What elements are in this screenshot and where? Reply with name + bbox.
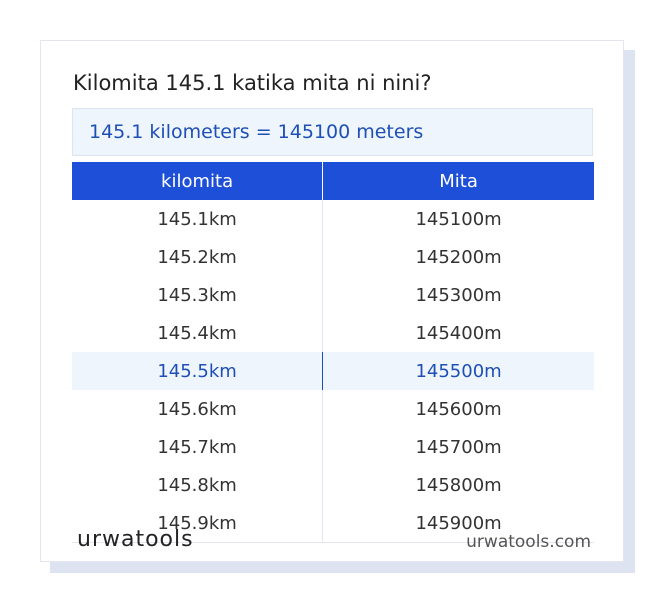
cell: 145.3km	[72, 276, 324, 314]
card: Kilomita 145.1 katika mita ni nini? 145.…	[40, 40, 624, 562]
row: 145.3km 145300m	[72, 276, 594, 314]
logo: urwatools	[77, 527, 194, 552]
cell: 145700m	[415, 436, 502, 458]
site-link[interactable]: urwatools.com	[466, 532, 591, 552]
row: 145.9km 145900m	[72, 504, 594, 543]
cell: 145.8km	[72, 466, 324, 504]
cell: 145.9km	[72, 504, 324, 543]
cell: 145.4km	[72, 314, 324, 352]
header-cell: Mita	[322, 162, 594, 200]
row: 145.4km 145400m	[72, 314, 594, 352]
title: Kilomita 145.1 katika mita ni nini?	[73, 71, 432, 95]
cell: 145400m	[415, 322, 502, 344]
cell: 145200m	[415, 246, 502, 268]
row: 145.5km 145500m	[72, 352, 594, 390]
row: 145.2km 145200m	[72, 238, 594, 276]
cell: 145600m	[415, 398, 502, 420]
cell: 145.6km	[72, 390, 324, 428]
row: 145.6km 145600m	[72, 390, 594, 428]
cell: 145900m	[415, 512, 502, 534]
header-cell: kilomita	[72, 162, 324, 200]
result: 145.1 kilometers = 145100 meters	[72, 108, 593, 156]
row: 145.7km 145700m	[72, 428, 594, 466]
cell: 145.7km	[72, 428, 324, 466]
row: 145.8km 145800m	[72, 466, 594, 504]
cell: 145300m	[415, 284, 502, 306]
table: kilomita Mita 145.1km 145100m 145.2km 145200m…	[72, 162, 594, 543]
row: 145.1km 145100m	[72, 200, 594, 238]
cell: 145.1km	[72, 200, 324, 238]
cell: 145.2km	[72, 238, 324, 276]
cell: 145500m	[322, 352, 594, 390]
cell: 145100m	[415, 208, 502, 230]
cell: 145800m	[415, 474, 502, 496]
cell: 145.5km	[72, 352, 324, 390]
